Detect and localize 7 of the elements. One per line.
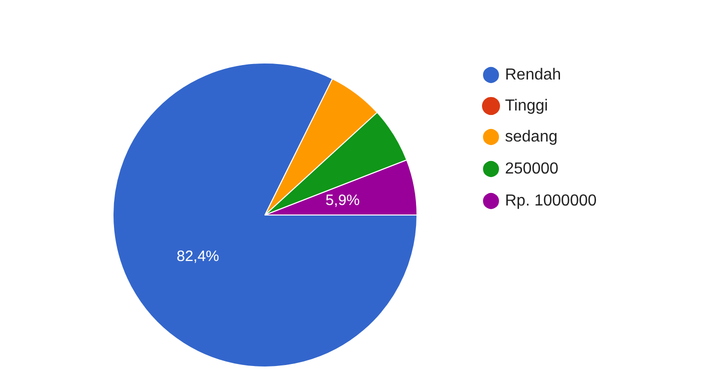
legend-label: sedang — [505, 128, 558, 146]
legend-label: Rendah — [505, 66, 562, 84]
legend-label: 250000 — [505, 160, 558, 178]
data-label: 82,4% — [176, 248, 220, 266]
data-label: 5,9% — [326, 192, 360, 209]
legend-label: Tinggi — [505, 98, 548, 114]
legend-label: Rp. 1000000 — [505, 192, 597, 210]
